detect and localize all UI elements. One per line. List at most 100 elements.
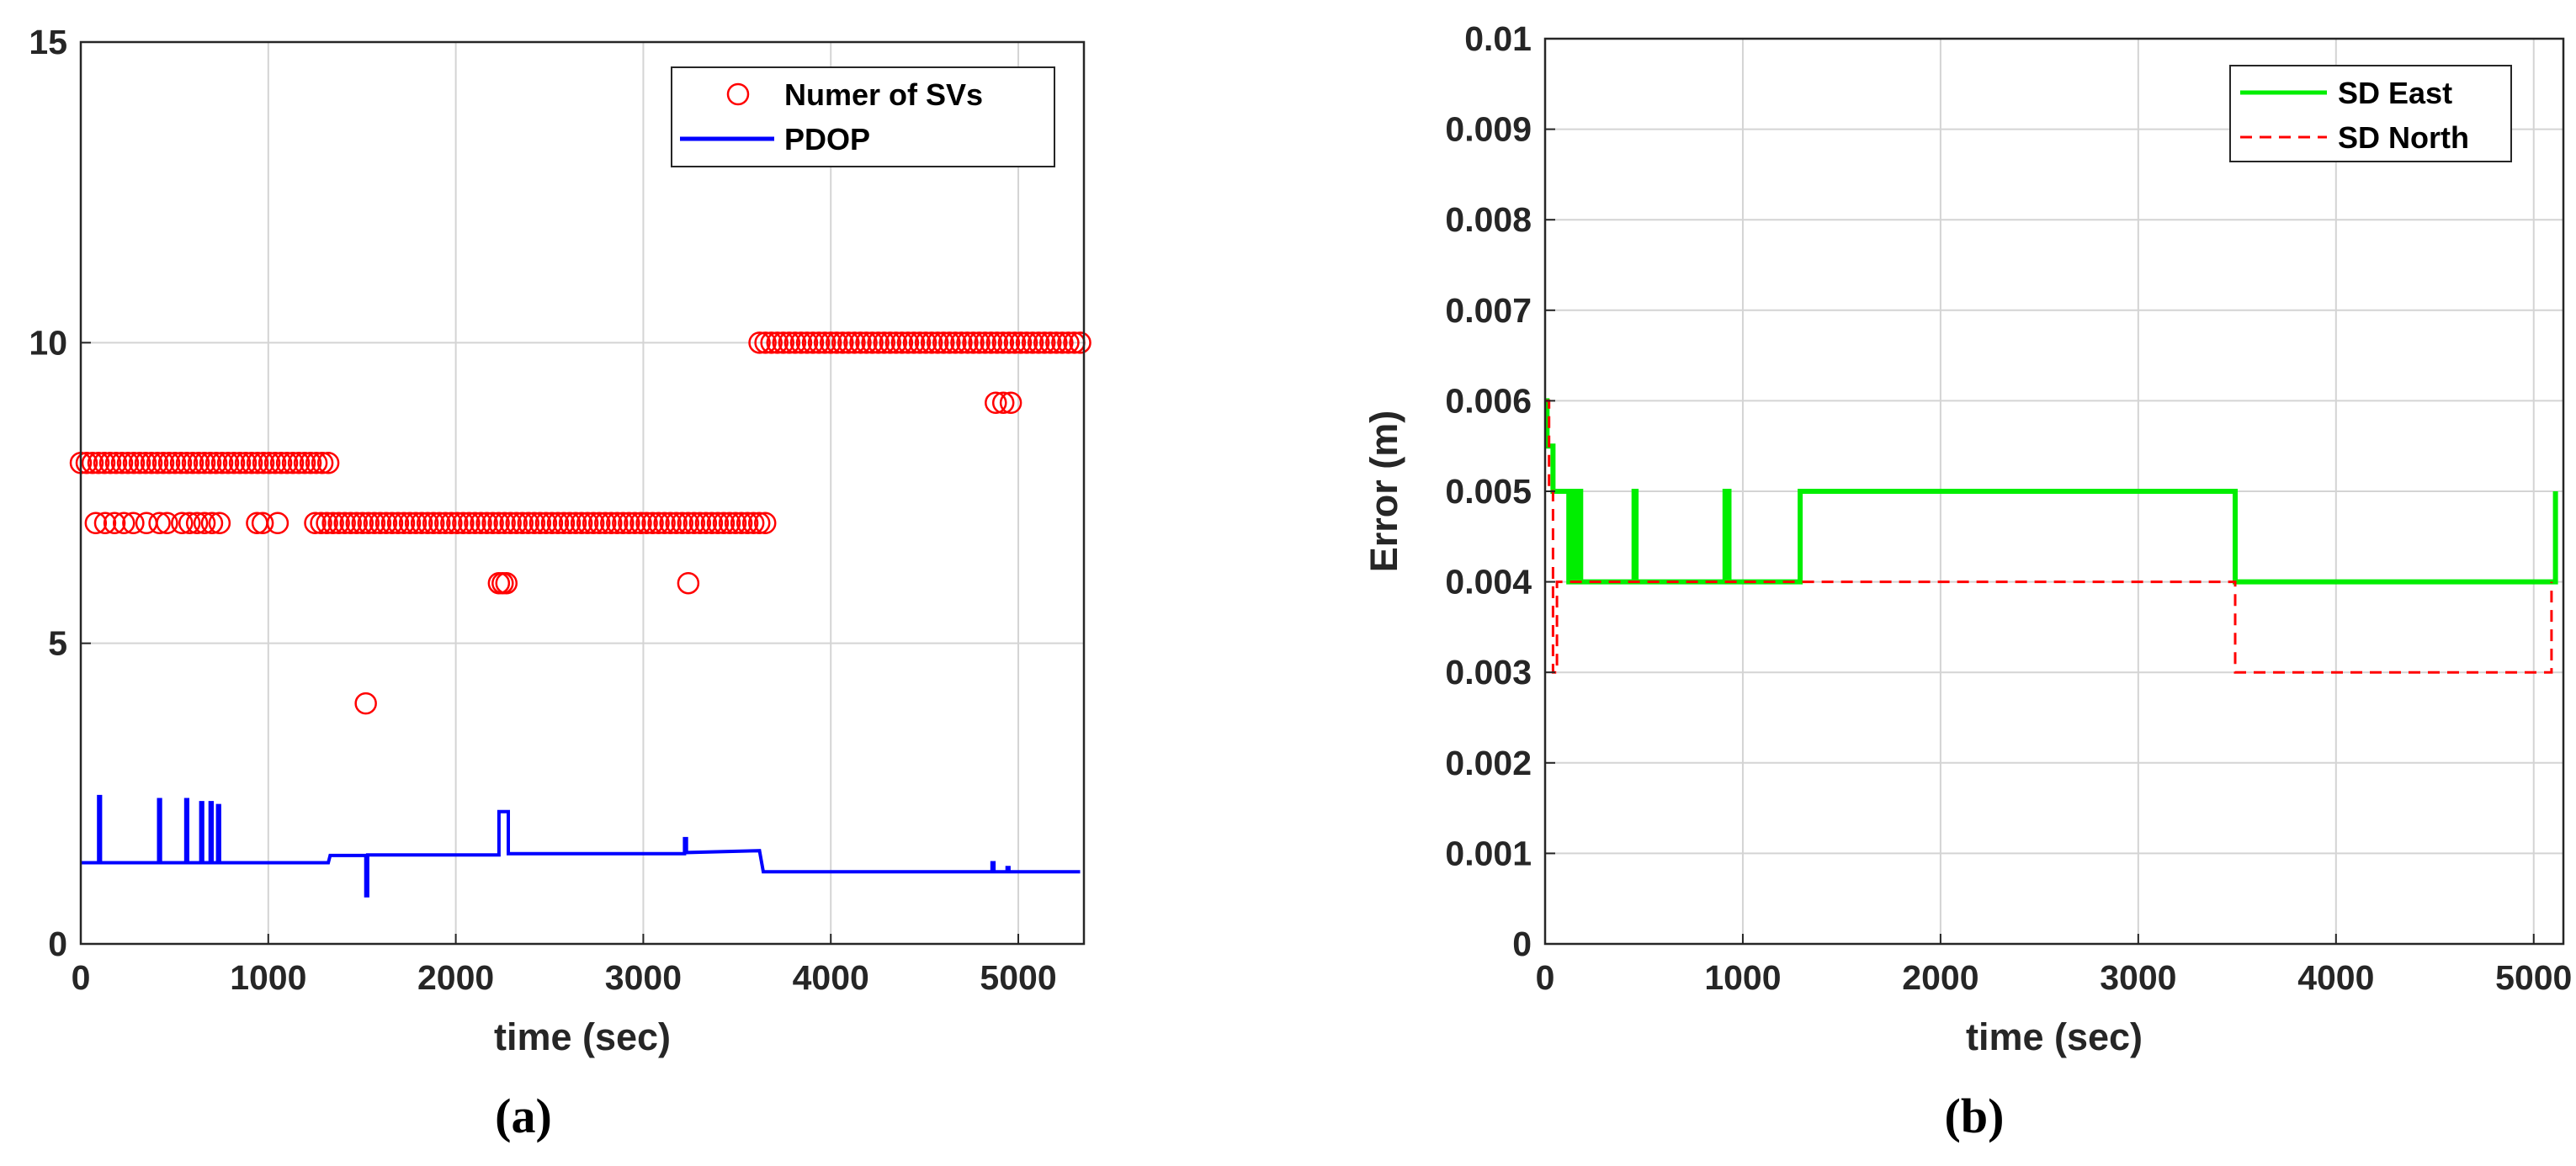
svs-point: [766, 331, 789, 354]
svs-point: [204, 452, 228, 474]
svs-point: [128, 452, 151, 474]
svs-point: [487, 511, 510, 534]
svs-point: [558, 511, 582, 534]
y-tick-label-a: 5: [48, 624, 67, 663]
x-tick-label-b: 1000: [1704, 958, 1781, 997]
svs-point: [156, 511, 178, 534]
svs-point: [629, 511, 652, 534]
svs-point: [110, 452, 134, 474]
svs-point: [974, 331, 996, 354]
svs-point: [908, 331, 932, 354]
svs-point: [293, 452, 316, 474]
x-tick-label-a: 1000: [230, 958, 306, 997]
svs-point: [175, 452, 199, 474]
y-axis-label-b: Error (m): [1362, 411, 1405, 573]
svs-point: [363, 511, 386, 534]
caption-b: (b): [1945, 1089, 2005, 1143]
svs-point: [178, 511, 201, 534]
svs-point: [926, 331, 949, 354]
svs-point: [570, 511, 593, 534]
svs-point: [968, 331, 991, 354]
svs-point: [884, 331, 908, 354]
svs-point: [783, 331, 807, 354]
legend-label-svs: Numer of SVs: [784, 77, 983, 112]
svs-point: [867, 331, 890, 354]
svs-point: [618, 511, 640, 534]
svs-point: [122, 511, 145, 534]
svs-point: [185, 511, 209, 534]
svs-point: [134, 452, 157, 474]
svs-point: [753, 511, 777, 534]
svs-point: [760, 331, 783, 354]
svs-point: [374, 511, 398, 534]
svs-point: [171, 511, 194, 534]
svs-point: [287, 452, 311, 474]
x-tick-label-b: 2000: [1902, 958, 1978, 997]
svs-point: [122, 452, 146, 474]
svs-point: [730, 511, 753, 534]
svs-point: [222, 452, 246, 474]
svs-point: [641, 511, 664, 534]
svs-point: [801, 331, 825, 354]
y-tick-label-b: 0.002: [1445, 744, 1532, 782]
svs-point: [200, 511, 224, 534]
series-layer-b: [1544, 398, 2558, 674]
y-tick-label-b: 0.007: [1445, 291, 1532, 330]
svs-point: [861, 331, 884, 354]
svs-point: [694, 511, 718, 534]
svs-point: [837, 331, 860, 354]
svs-point: [321, 511, 344, 534]
svs-point: [151, 452, 175, 474]
svs-point: [148, 511, 171, 534]
svs-point: [345, 511, 369, 534]
svs-point: [534, 511, 558, 534]
svs-point: [540, 511, 564, 534]
svs-point: [87, 452, 110, 474]
y-tick-label-b: 0.005: [1445, 472, 1532, 511]
svs-point: [677, 571, 700, 595]
svs-point: [493, 511, 516, 534]
svs-point: [240, 452, 263, 474]
svs-point: [612, 511, 635, 534]
svs-point: [275, 452, 299, 474]
svs-point: [357, 511, 380, 534]
svs-point: [659, 511, 682, 534]
svs-point: [985, 391, 1007, 415]
svs-point: [216, 452, 240, 474]
svs-point: [246, 452, 269, 474]
svs-point: [546, 511, 570, 534]
series-layer-a: [69, 331, 1091, 898]
y-tick-label-b: 0.008: [1445, 200, 1532, 239]
svs-point: [251, 511, 274, 534]
svs-point: [266, 511, 289, 534]
svs-point: [576, 511, 599, 534]
svs-point: [879, 331, 902, 354]
svs-point: [428, 511, 451, 534]
x-tick-label-a: 0: [72, 958, 91, 997]
grid-a: [81, 42, 1084, 944]
svs-point: [831, 331, 854, 354]
svs-point: [339, 511, 362, 534]
x-tick-label-a: 5000: [980, 958, 1056, 997]
svs-point: [398, 511, 422, 534]
svs-point: [606, 511, 629, 534]
svs-point: [452, 511, 475, 534]
svs-point: [754, 331, 777, 354]
svs-point: [671, 511, 693, 534]
caption-a: (a): [495, 1089, 552, 1143]
svs-point: [252, 452, 275, 474]
svs-point: [1027, 331, 1050, 354]
svs-point: [304, 511, 327, 534]
svs-point: [624, 511, 646, 534]
svs-point: [410, 511, 433, 534]
svs-point: [351, 511, 374, 534]
svs-point: [700, 511, 724, 534]
svs-point: [1069, 331, 1091, 354]
svs-point: [677, 511, 700, 534]
svs-point: [985, 331, 1009, 354]
svs-point: [157, 452, 181, 474]
y-tick-label-a: 10: [29, 323, 67, 362]
svs-point: [193, 452, 216, 474]
svs-point: [807, 331, 831, 354]
svs-point: [475, 511, 498, 534]
